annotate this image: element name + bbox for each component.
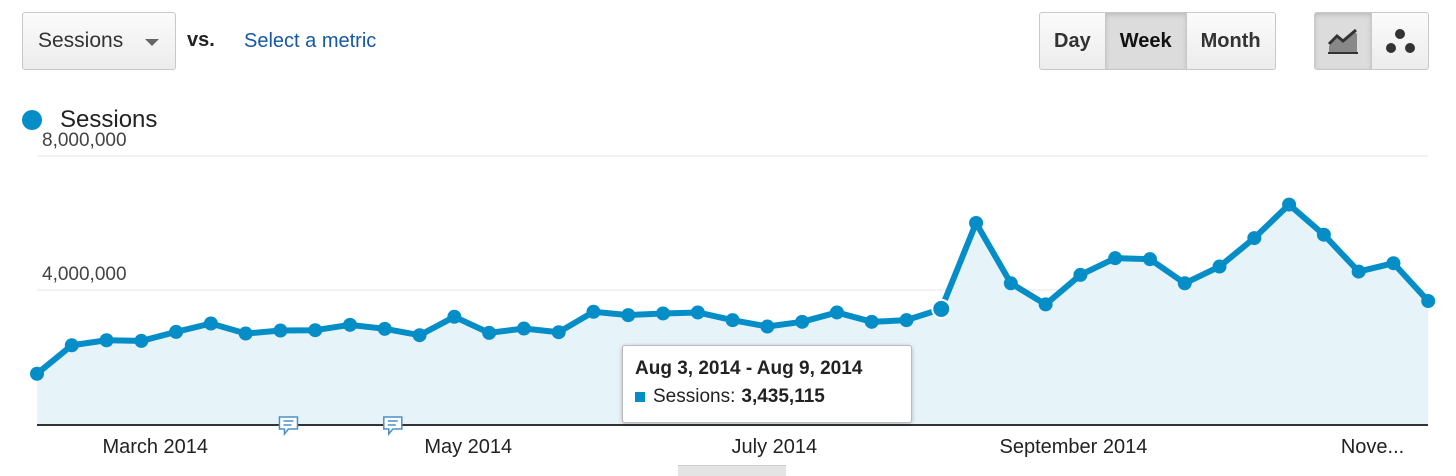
x-tick-label: March 2014 xyxy=(102,436,208,458)
data-point xyxy=(795,314,810,329)
chevron-down-icon xyxy=(145,39,159,46)
tooltip-row: Sessions: 3,435,115 xyxy=(635,386,899,408)
data-point xyxy=(99,333,114,348)
data-point xyxy=(482,325,497,340)
data-point xyxy=(30,366,44,381)
data-point xyxy=(931,298,952,319)
x-tick-label: July 2014 xyxy=(732,436,818,458)
chart-legend: Sessions xyxy=(22,106,157,134)
data-point xyxy=(1386,256,1401,271)
data-point xyxy=(1351,264,1366,279)
data-point xyxy=(1212,259,1227,274)
data-point xyxy=(899,313,914,328)
legend-label: Sessions xyxy=(60,106,158,133)
data-point xyxy=(343,317,358,332)
data-point xyxy=(412,328,427,343)
y-tick-label: 4,000,000 xyxy=(42,264,127,285)
data-point xyxy=(829,305,844,320)
data-point xyxy=(169,324,184,339)
data-point xyxy=(586,304,601,319)
data-point xyxy=(760,319,775,334)
x-tick-label: May 2014 xyxy=(424,436,512,458)
chart-tooltip: Aug 3, 2014 - Aug 9, 2014 Sessions: 3,43… xyxy=(622,345,912,423)
y-tick-label: 8,000,000 xyxy=(42,130,127,151)
data-point xyxy=(690,305,705,320)
data-point xyxy=(308,323,323,338)
data-point xyxy=(1038,297,1053,312)
series-area xyxy=(37,204,1429,424)
metric-dropdown[interactable]: Sessions xyxy=(22,12,176,70)
motion-chart-button[interactable] xyxy=(1371,12,1429,70)
data-point xyxy=(656,306,671,321)
line-chart-button[interactable] xyxy=(1314,12,1372,70)
x-tick-label: Nove... xyxy=(1341,436,1404,458)
granularity-toggle: Day Week Month xyxy=(1039,12,1276,70)
x-tick-label: September 2014 xyxy=(999,436,1147,458)
data-point xyxy=(725,313,740,328)
legend-swatch xyxy=(22,110,42,130)
data-point xyxy=(273,323,288,338)
line-chart-icon xyxy=(1327,28,1358,54)
data-point xyxy=(1247,231,1262,246)
data-point xyxy=(621,308,636,323)
tooltip-title: Aug 3, 2014 - Aug 9, 2014 xyxy=(635,358,863,379)
data-point xyxy=(1421,294,1436,309)
data-point xyxy=(864,314,879,329)
select-metric-link[interactable]: Select a metric xyxy=(244,30,377,52)
tooltip-series-label: Sessions: xyxy=(653,386,736,407)
tooltip-value: 3,435,115 xyxy=(741,386,825,407)
scroll-handle[interactable] xyxy=(678,465,786,476)
view-mode-toggle xyxy=(1314,12,1429,70)
data-point xyxy=(969,216,984,230)
data-point xyxy=(447,309,462,324)
data-point xyxy=(1073,267,1088,282)
data-point xyxy=(203,316,218,331)
metric-dropdown-label: Sessions xyxy=(38,29,124,52)
data-point xyxy=(64,338,79,353)
annotation-icon[interactable] xyxy=(383,416,403,437)
data-point xyxy=(516,321,531,336)
data-point xyxy=(1003,276,1018,291)
data-point xyxy=(134,333,149,348)
data-point xyxy=(238,326,253,341)
data-point xyxy=(1282,197,1297,212)
vs-label: vs. xyxy=(187,29,215,51)
annotation-icon[interactable] xyxy=(278,416,299,437)
month-button[interactable]: Month xyxy=(1185,12,1276,70)
data-point xyxy=(1177,276,1192,291)
data-point xyxy=(551,325,566,340)
week-button[interactable]: Week xyxy=(1104,12,1187,70)
data-point xyxy=(377,321,392,336)
tooltip-swatch xyxy=(635,392,645,402)
data-point xyxy=(1142,252,1157,267)
data-point xyxy=(1108,251,1123,266)
day-button[interactable]: Day xyxy=(1039,12,1106,70)
data-point xyxy=(1316,227,1331,242)
motion-chart-icon xyxy=(1386,29,1415,53)
